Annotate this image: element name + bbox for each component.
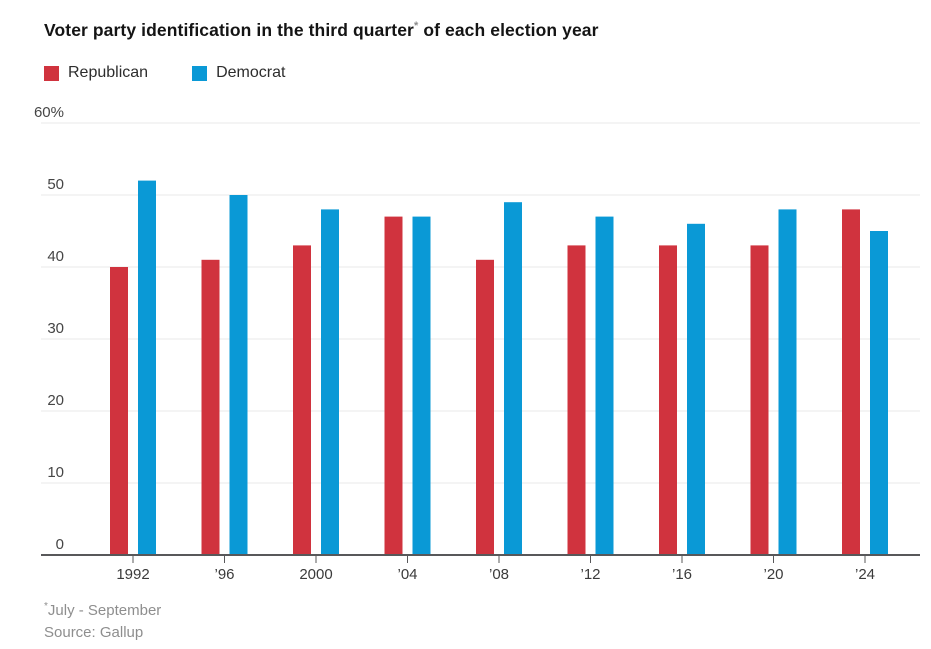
legend-label-republican: Republican (68, 64, 149, 81)
legend-item-democrat: Democrat (192, 64, 285, 82)
chart-title-text-after: of each election year (418, 20, 599, 40)
bar-democrat-’08 (504, 202, 522, 555)
y-axis-tick-label-60: 60% (34, 104, 64, 121)
footnote-marker: * (413, 20, 419, 33)
x-axis-label-’96: ’96 (214, 566, 234, 583)
x-axis-label-1992: 1992 (116, 566, 149, 583)
bar-republican-’12 (567, 245, 586, 555)
x-axis-label-2000: 2000 (299, 566, 332, 583)
y-axis-tick-label-30: 30 (47, 320, 64, 337)
bar-republican-1992 (110, 267, 128, 555)
bar-republican-’20 (750, 245, 769, 555)
chart-footer: *July - September Source: Gallup (44, 596, 161, 644)
footnote-text: July - September (47, 602, 162, 619)
bar-democrat-1992 (138, 180, 156, 555)
x-axis-label-’12: ’12 (580, 566, 600, 583)
bar-democrat-2000 (321, 209, 339, 555)
bar-democrat-’20 (778, 209, 797, 555)
x-axis-label-’16: ’16 (672, 566, 692, 583)
y-axis-tick-label-0: 0 (56, 536, 64, 553)
x-axis-label-’20: ’20 (763, 566, 783, 583)
y-axis-tick-label-10: 10 (47, 464, 64, 481)
y-axis-tick-label-20: 20 (47, 392, 64, 409)
republican-swatch-icon (44, 65, 59, 81)
chart-title: Voter party identification in the third … (44, 20, 599, 41)
legend-item-republican: Republican (44, 64, 148, 82)
footnote: *July - September (44, 596, 161, 622)
source-line: Source: Gallup (44, 624, 144, 641)
bar-republican-’24 (842, 209, 860, 555)
bar-republican-’96 (201, 259, 220, 555)
bar-republican-’16 (659, 245, 677, 555)
legend-label-democrat: Democrat (216, 64, 286, 81)
x-axis-label-’04: ’04 (397, 566, 417, 583)
bar-democrat-’12 (595, 216, 614, 555)
democrat-swatch-icon (192, 65, 208, 81)
bar-democrat-’16 (687, 223, 705, 556)
bar-democrat-’24 (870, 231, 888, 555)
bar-democrat-’04 (412, 216, 431, 555)
bar-republican-2000 (293, 245, 311, 555)
y-axis-tick-label-40: 40 (47, 248, 64, 265)
y-axis-tick-label-50: 50 (47, 176, 64, 193)
bar-republican-’08 (476, 259, 494, 555)
bar-republican-’04 (384, 216, 403, 555)
x-axis-label-’08: ’08 (489, 566, 509, 583)
footnote-asterisk: * (44, 601, 48, 612)
chart-legend: Republican Democrat (44, 64, 329, 82)
chart-title-text: Voter party identification in the third … (44, 20, 414, 40)
x-axis-label-’24: ’24 (855, 566, 875, 583)
bar-democrat-’96 (229, 195, 248, 555)
